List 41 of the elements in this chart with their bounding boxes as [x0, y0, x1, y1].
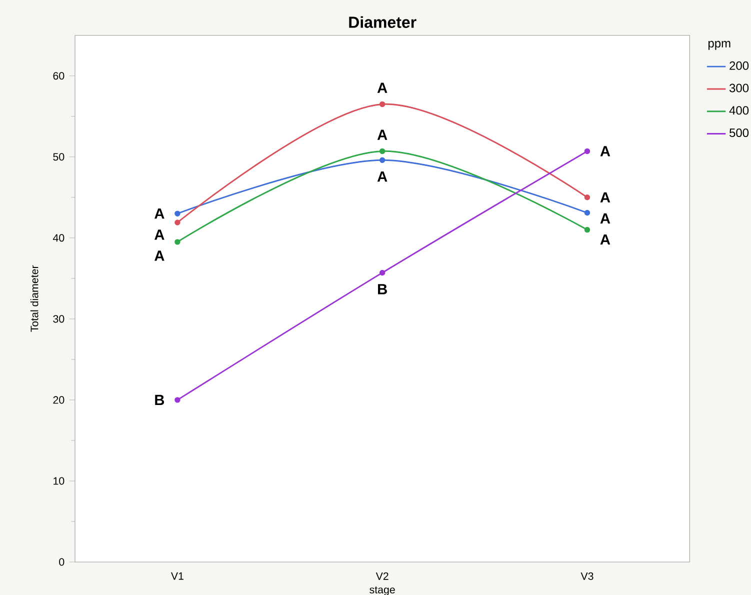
legend-label: 300	[729, 84, 749, 92]
y-tick-label: 40	[52, 234, 64, 242]
y-tick-label: 30	[53, 315, 64, 323]
annotation: A	[377, 171, 388, 182]
annotation: A	[154, 208, 164, 219]
annotation: B	[155, 394, 164, 405]
x-tick-label: V2	[376, 572, 388, 580]
y-tick-label: 10	[54, 477, 64, 485]
x-tick-label: V1	[170, 572, 184, 580]
point	[584, 194, 590, 200]
legend-title: ppm	[708, 40, 730, 50]
point	[584, 148, 590, 154]
annotation: A	[154, 250, 164, 261]
point	[174, 210, 180, 216]
point	[379, 157, 386, 163]
chart-title: Diameter	[349, 16, 416, 28]
annotation: A	[600, 192, 610, 202]
point	[584, 226, 590, 233]
point	[174, 397, 180, 403]
point	[584, 210, 590, 216]
point	[379, 148, 386, 154]
point	[379, 270, 386, 276]
y-axis-title: Total diameter	[30, 265, 38, 332]
annotation: A	[600, 213, 610, 224]
annotation: A	[377, 82, 388, 93]
y-tick-label: 60	[53, 72, 64, 80]
y-tick-label: 0	[59, 558, 64, 566]
annotation: B	[378, 284, 387, 294]
point	[174, 220, 180, 226]
y-tick-label: 50	[53, 153, 64, 161]
point	[379, 101, 386, 108]
legend-label: 400	[729, 106, 749, 115]
y-tick-label: 20	[53, 396, 64, 404]
legend-label: 500	[730, 128, 749, 138]
annotation: A	[377, 130, 388, 140]
x-tick-label: V3	[580, 572, 594, 580]
annotation: A	[154, 230, 164, 240]
annotation: A	[600, 234, 610, 245]
point	[174, 239, 180, 245]
annotation: A	[600, 146, 610, 156]
legend-label: 200	[730, 61, 749, 70]
